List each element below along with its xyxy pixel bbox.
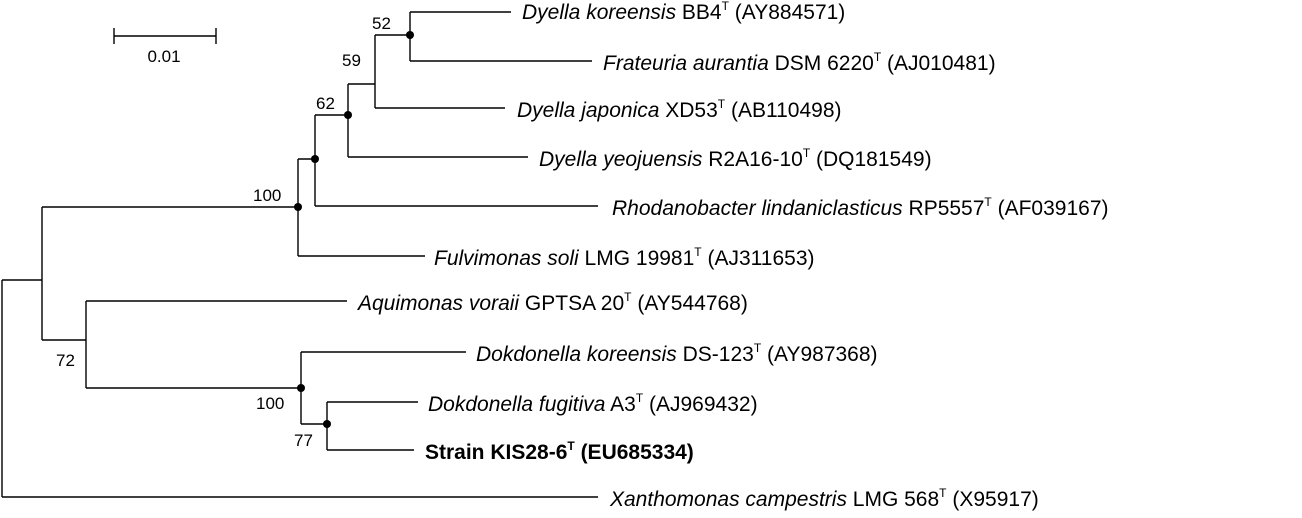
taxon-label: Xanthomonas campestris LMG 568T (X95917) xyxy=(609,486,1039,511)
taxon-label: Dyella yeojuensis R2A16-10T (DQ181549) xyxy=(539,146,932,171)
taxon-label: Dokdonella koreensis DS-123T (AY987368) xyxy=(476,341,878,366)
node-dot xyxy=(344,111,352,119)
node-dot xyxy=(406,31,414,39)
taxon-label: Fulvimonas soli LMG 19981T (AJ311653) xyxy=(434,245,815,270)
bootstrap-label: 100 xyxy=(256,394,284,413)
scale-bar-label: 0.01 xyxy=(147,47,180,66)
taxon-label: Dyella koreensis BB4T (AY884571) xyxy=(522,0,845,24)
node-markers xyxy=(294,31,414,428)
taxon-labels: Dyella koreensis BB4T (AY884571) Frateur… xyxy=(356,0,1109,511)
scale-bar: 0.01 xyxy=(113,28,217,66)
bootstrap-label: 77 xyxy=(294,431,313,450)
taxon-label: Dokdonella fugitiva A3T (AJ969432) xyxy=(428,391,758,416)
node-dot xyxy=(311,155,319,163)
taxon-label: Frateuria aurantia DSM 6220T (AJ010481) xyxy=(603,50,996,75)
bootstrap-label: 72 xyxy=(56,351,75,370)
node-dot xyxy=(323,420,331,428)
taxon-label: Aquimonas voraii GPTSA 20T (AY544768) xyxy=(356,290,748,315)
bootstrap-label: 62 xyxy=(316,94,335,113)
node-dot xyxy=(297,384,305,392)
node-dot xyxy=(294,203,302,211)
taxon-label: Rhodanobacter lindaniclasticus RP5557T (… xyxy=(612,195,1109,220)
bootstrap-values: 52 59 62 100 72 100 77 xyxy=(56,14,391,450)
bootstrap-label: 59 xyxy=(342,51,361,70)
taxon-label: Dyella japonica XD53T (AB110498) xyxy=(517,97,842,122)
taxon-label-highlight: Strain KIS28-6T (EU685334) xyxy=(425,439,694,464)
bootstrap-label: 52 xyxy=(372,14,391,33)
bootstrap-label: 100 xyxy=(253,186,281,205)
